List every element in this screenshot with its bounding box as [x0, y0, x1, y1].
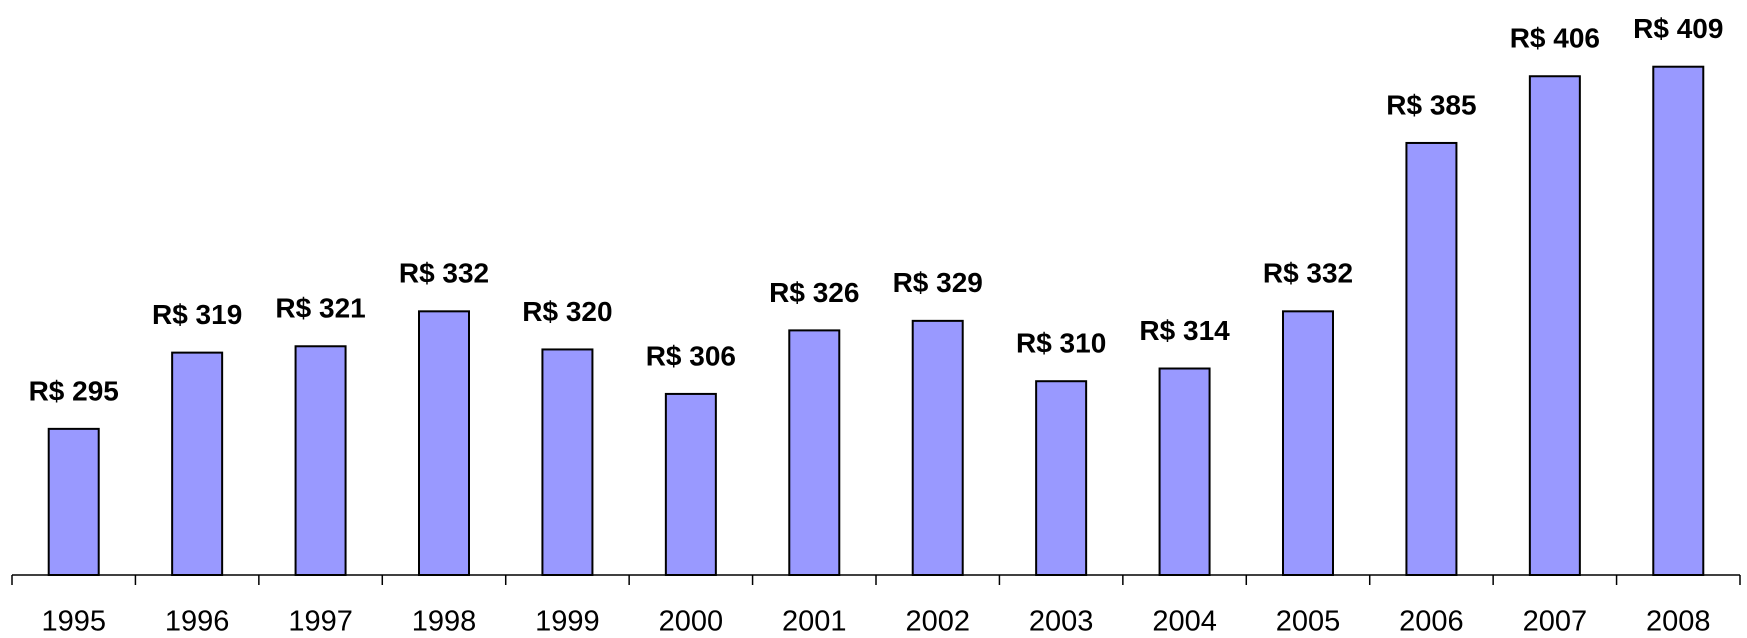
bar [1158, 367, 1211, 577]
x-tick-label: 2007 [1523, 606, 1588, 638]
x-tick-label: 2004 [1152, 606, 1217, 638]
bar [1282, 310, 1334, 576]
x-tick-label: 2002 [905, 606, 970, 638]
value-label: R$ 310 [1016, 328, 1106, 359]
value-label: R$ 326 [769, 277, 859, 308]
bar [294, 345, 347, 576]
x-tick-label: 1997 [288, 606, 353, 638]
value-label: R$ 306 [646, 340, 736, 371]
value-label: R$ 320 [522, 296, 612, 327]
bar [788, 329, 841, 577]
bar [171, 351, 224, 576]
value-label: R$ 409 [1633, 13, 1723, 44]
bar [911, 319, 964, 576]
bar [1652, 65, 1705, 576]
x-tick-label: 1996 [165, 606, 230, 638]
x-tick-label: 1995 [41, 606, 106, 638]
value-label: R$ 295 [29, 375, 119, 406]
value-label: R$ 332 [399, 258, 489, 289]
x-tick-label: 2001 [782, 606, 847, 638]
bar [664, 392, 717, 576]
x-tick-label: 1999 [535, 606, 600, 638]
bar [1405, 141, 1458, 576]
bar [47, 427, 100, 576]
x-tick-label: 2000 [659, 606, 724, 638]
value-label: R$ 321 [275, 293, 365, 324]
x-tick-label: 2006 [1399, 606, 1464, 638]
bar [418, 310, 470, 576]
value-label: R$ 319 [152, 299, 242, 330]
x-tick-label: 2003 [1029, 606, 1094, 638]
value-label: R$ 406 [1510, 23, 1600, 54]
bar [1528, 75, 1581, 576]
x-tick-label: 1998 [412, 606, 477, 638]
value-label: R$ 329 [893, 267, 983, 298]
x-tick-label: 2005 [1276, 606, 1341, 638]
bar [541, 348, 594, 576]
bar [1035, 380, 1088, 577]
value-label: R$ 385 [1386, 89, 1476, 120]
x-tick-label: 2008 [1646, 606, 1711, 638]
value-label: R$ 314 [1139, 315, 1230, 346]
value-label: R$ 332 [1263, 258, 1353, 289]
